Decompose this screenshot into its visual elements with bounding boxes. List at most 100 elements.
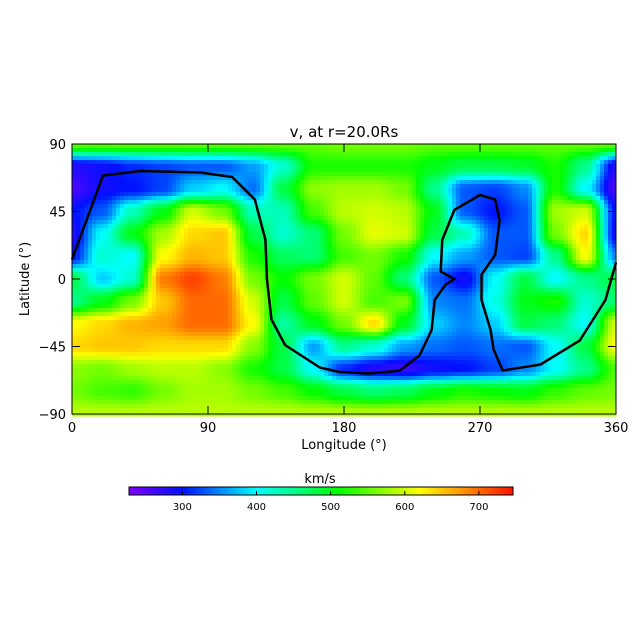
heatmap-cell	[400, 188, 405, 193]
heatmap-cell	[496, 196, 501, 201]
heatmap-cell	[380, 188, 385, 193]
heatmap-cell	[284, 152, 289, 157]
heatmap-cell	[424, 204, 429, 209]
heatmap-cell	[324, 280, 329, 285]
heatmap-cell	[576, 252, 581, 257]
heatmap-cell	[112, 208, 117, 213]
heatmap-cell	[468, 212, 473, 217]
heatmap-cell	[80, 284, 85, 289]
heatmap-cell	[376, 200, 381, 205]
heatmap-cell	[284, 272, 289, 277]
heatmap-cell	[500, 272, 505, 277]
heatmap-cell	[488, 148, 493, 153]
heatmap-cell	[80, 172, 85, 177]
heatmap-cell	[180, 252, 185, 257]
heatmap-cell	[432, 260, 437, 265]
heatmap-cell	[412, 232, 417, 237]
heatmap-cell	[464, 196, 469, 201]
heatmap-cell	[332, 188, 337, 193]
heatmap-cell	[428, 152, 433, 157]
heatmap-cell	[108, 156, 113, 161]
heatmap-cell	[304, 144, 309, 149]
heatmap-cell	[404, 192, 409, 197]
heatmap-cell	[380, 228, 385, 233]
heatmap-cell	[212, 212, 217, 217]
heatmap-cell	[280, 280, 285, 285]
heatmap-cell	[368, 264, 373, 269]
heatmap-cell	[252, 188, 257, 193]
heatmap-cell	[116, 196, 121, 201]
heatmap-cell	[416, 276, 421, 281]
heatmap-cell	[588, 264, 593, 269]
heatmap-cell	[344, 192, 349, 197]
heatmap-cell	[352, 148, 357, 153]
heatmap-cell	[472, 168, 477, 173]
heatmap-cell	[460, 148, 465, 153]
heatmap-cell	[364, 200, 369, 205]
heatmap-cell	[92, 156, 97, 161]
heatmap-cell	[508, 192, 513, 197]
heatmap-cell	[428, 180, 433, 185]
heatmap-cell	[128, 256, 133, 261]
heatmap-cell	[232, 188, 237, 193]
heatmap-cell	[536, 272, 541, 277]
heatmap-cell	[464, 268, 469, 273]
heatmap-cell	[428, 160, 433, 165]
heatmap-cell	[140, 280, 145, 285]
heatmap-cell	[364, 280, 369, 285]
heatmap-cell	[612, 188, 617, 193]
heatmap-cell	[76, 256, 81, 261]
heatmap-cell	[520, 248, 525, 253]
heatmap-cell	[300, 192, 305, 197]
heatmap-cell	[420, 156, 425, 161]
heatmap-cell	[572, 160, 577, 165]
heatmap-cell	[540, 204, 545, 209]
heatmap-cell	[196, 208, 201, 213]
heatmap-cell	[264, 156, 269, 161]
heatmap-cell	[232, 180, 237, 185]
heatmap-cell	[132, 224, 137, 229]
heatmap-cell	[288, 204, 293, 209]
heatmap-cell	[176, 196, 181, 201]
heatmap-cell	[288, 248, 293, 253]
heatmap-cell	[224, 196, 229, 201]
heatmap-cell	[372, 172, 377, 177]
heatmap-cell	[496, 284, 501, 289]
heatmap-cell	[584, 152, 589, 157]
heatmap-cell	[180, 144, 185, 149]
heatmap-cell	[92, 276, 97, 281]
heatmap-cell	[120, 180, 125, 185]
heatmap-cell	[76, 244, 81, 249]
heatmap-cell	[152, 284, 157, 289]
heatmap-cell	[420, 228, 425, 233]
heatmap-cell	[368, 256, 373, 261]
heatmap-cell	[500, 176, 505, 181]
heatmap-cell	[400, 248, 405, 253]
heatmap-cell	[124, 156, 129, 161]
heatmap-cell	[140, 152, 145, 157]
heatmap-cell	[368, 184, 373, 189]
heatmap-cell	[264, 188, 269, 193]
heatmap-cell	[252, 212, 257, 217]
heatmap-cell	[608, 276, 613, 281]
heatmap-cell	[604, 148, 609, 153]
heatmap-cell	[388, 204, 393, 209]
heatmap-cell	[484, 164, 489, 169]
heatmap-cell	[384, 192, 389, 197]
heatmap-cell	[204, 196, 209, 201]
heatmap-cell	[164, 204, 169, 209]
heatmap-cell	[352, 248, 357, 253]
heatmap-cell	[316, 248, 321, 253]
heatmap-cell	[404, 260, 409, 265]
heatmap-cell	[160, 184, 165, 189]
heatmap-cell	[564, 264, 569, 269]
heatmap-cell	[576, 236, 581, 241]
heatmap-cell	[516, 144, 521, 149]
heatmap-cell	[424, 248, 429, 253]
heatmap-cell	[384, 232, 389, 237]
heatmap-cell	[408, 192, 413, 197]
heatmap-cell	[612, 156, 617, 161]
heatmap-cell	[552, 168, 557, 173]
heatmap-cell	[356, 196, 361, 201]
heatmap-cell	[72, 220, 77, 225]
